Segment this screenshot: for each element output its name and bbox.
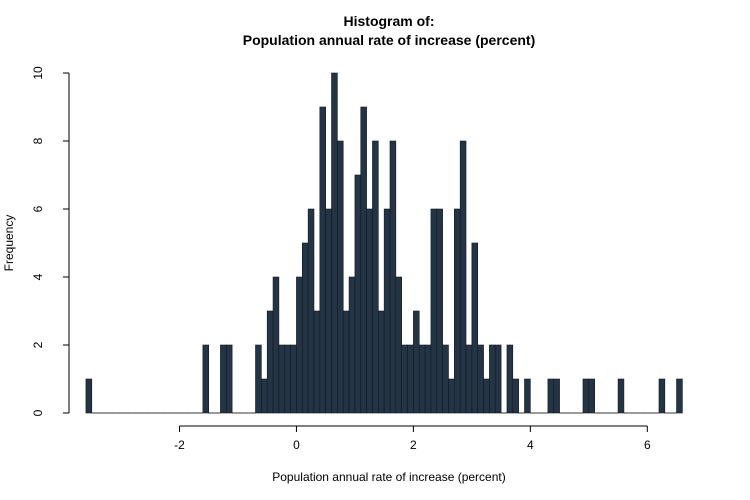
histogram-bar <box>617 378 625 414</box>
histogram-bar <box>383 208 391 414</box>
histogram-bar <box>331 72 338 414</box>
histogram-bar <box>459 140 467 414</box>
histogram-bar <box>413 310 420 414</box>
histogram-bar <box>582 378 590 414</box>
histogram-bar <box>220 344 227 414</box>
chart-title-line1: Histogram of: <box>344 13 435 29</box>
y-axis-label: Frequency <box>2 215 16 272</box>
histogram-bar <box>418 344 426 414</box>
x-tick-label: -2 <box>174 438 185 452</box>
histogram-bar <box>489 344 496 414</box>
histogram-bar <box>506 344 514 414</box>
histogram-bar <box>553 378 560 414</box>
histogram-bar <box>395 276 403 414</box>
histogram-bar <box>407 344 414 414</box>
histogram-bar <box>307 208 315 414</box>
histogram-bar <box>471 242 479 414</box>
histogram-bar <box>301 242 309 414</box>
histogram-bar <box>85 378 93 414</box>
histogram-bar <box>325 208 332 414</box>
histogram-bar <box>676 378 683 414</box>
y-tick-label: 0 <box>31 409 45 416</box>
histogram-bar <box>202 344 210 414</box>
y-tick-label: 6 <box>31 205 45 212</box>
x-tick-label: 0 <box>293 438 300 452</box>
histogram-bar <box>366 208 373 414</box>
x-axis-label: Population annual rate of increase (perc… <box>272 470 505 484</box>
histogram-bar <box>284 344 291 414</box>
y-tick-label: 2 <box>31 341 45 348</box>
histogram-bar <box>225 344 233 414</box>
histogram-bar <box>658 378 666 414</box>
x-tick-label: 6 <box>644 438 651 452</box>
histogram-bar <box>442 344 449 414</box>
histogram-bar <box>337 140 344 414</box>
histogram-bar <box>436 208 443 414</box>
histogram-bar <box>255 344 262 414</box>
histogram-bar <box>588 378 595 414</box>
histogram-bar <box>477 344 484 414</box>
y-tick-label: 10 <box>31 66 45 80</box>
y-axis: 0 2 4 6 8 10 <box>31 66 70 416</box>
histogram-bar <box>313 310 321 414</box>
x-tick-label: 4 <box>527 438 534 452</box>
histogram-bar <box>319 106 326 414</box>
histogram-bar <box>389 140 397 414</box>
chart-title-line2: Population annual rate of increase (perc… <box>243 32 536 48</box>
histogram-bars <box>85 72 683 414</box>
histogram-bar <box>342 310 350 414</box>
histogram-bar <box>454 208 461 414</box>
histogram-bar <box>272 276 280 414</box>
histogram-bar <box>430 208 438 414</box>
histogram-bar <box>424 344 432 414</box>
histogram-bar <box>372 140 379 414</box>
histogram-bar <box>266 310 274 414</box>
histogram-bar <box>360 106 367 414</box>
histogram-bar <box>547 378 555 414</box>
histogram-bar <box>524 378 531 414</box>
histogram-bar <box>512 378 519 414</box>
histogram-bar <box>401 344 408 414</box>
x-axis: -2 0 2 4 6 <box>174 425 651 452</box>
y-tick-label: 4 <box>31 273 45 280</box>
histogram-bar <box>348 276 356 414</box>
histogram-bar <box>354 174 362 414</box>
histogram-bar <box>261 378 268 414</box>
histogram-bar <box>465 344 473 414</box>
histogram-bar <box>377 310 385 414</box>
histogram-bar <box>483 378 490 414</box>
histogram-bar <box>448 378 455 414</box>
y-tick-label: 8 <box>31 137 45 144</box>
histogram-bar <box>494 344 502 414</box>
x-tick-label: 2 <box>410 438 417 452</box>
histogram-bar <box>296 276 303 414</box>
histogram-bar <box>278 344 286 414</box>
histogram-bar <box>290 344 297 414</box>
